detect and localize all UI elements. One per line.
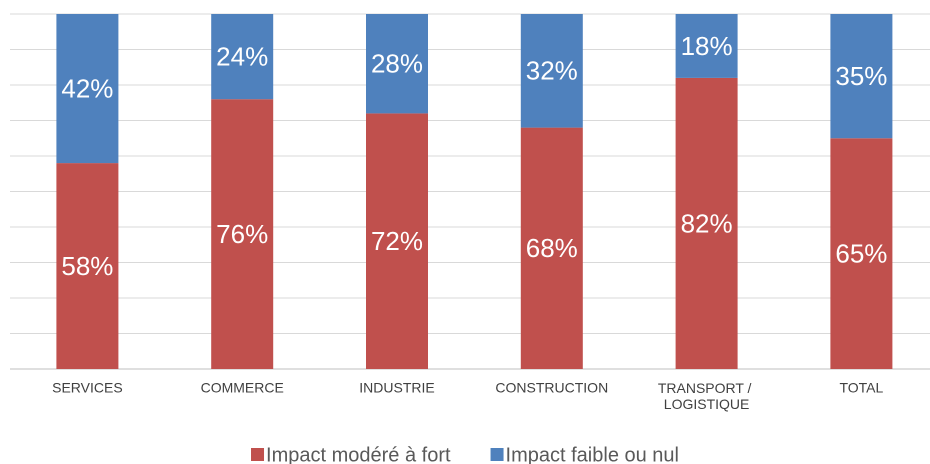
value-label: 28% [371,49,423,79]
legend-swatch [251,448,265,461]
bar-segment [211,99,274,369]
value-label: 32% [526,56,578,86]
value-label: 24% [216,41,268,71]
bar-segment [56,14,119,164]
legend: Impact modéré à fort Impact faible ou nul [251,444,679,464]
bar-segment [675,77,738,370]
value-label: 18% [681,31,733,61]
bar-segment [366,14,428,114]
x-tick-label-line: LOGISTIQUE [664,396,750,412]
bar-segment [675,14,738,78]
x-tick-label: TRANSPORT / LOGISTIQUE [658,380,756,412]
value-label: 35% [835,61,887,91]
value-label: 76% [216,219,268,249]
bar-segment [520,127,583,369]
value-label: 82% [681,208,733,238]
bar-segment [211,14,274,100]
x-tick-label: SERVICES [52,380,123,396]
legend-label: Impact modéré à fort [266,444,451,464]
bar-segment [56,163,119,369]
x-tick-label-line: TRANSPORT / [658,380,756,396]
value-label: 42% [61,73,113,103]
legend-swatch [490,448,504,461]
x-tick-label: INDUSTRIE [359,380,434,396]
x-tick-label: COMMERCE [201,380,284,396]
bar-segment [830,14,893,139]
bar-segment [366,113,428,370]
value-label: 58% [61,251,113,281]
x-tick-label: TOTAL [839,380,883,396]
legend-label: Impact faible ou nul [506,444,679,464]
x-tick-label: CONSTRUCTION [495,380,608,396]
value-label: 72% [371,226,423,256]
value-label: 65% [835,239,887,269]
value-label: 68% [526,233,578,263]
bar-segment [830,138,893,369]
bar-segment [520,14,583,128]
